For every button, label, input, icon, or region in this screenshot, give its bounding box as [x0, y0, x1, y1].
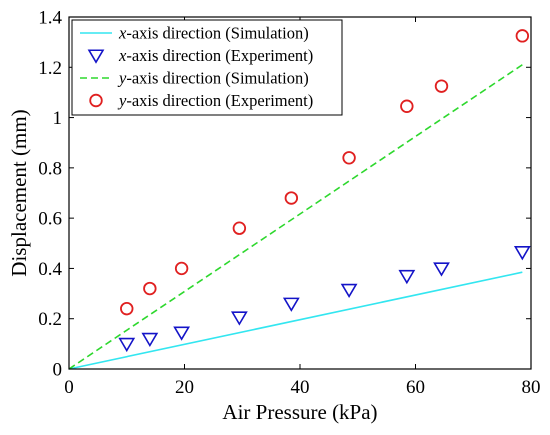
data-point-3 — [284, 191, 299, 205]
data-point-1 — [173, 326, 191, 341]
legend-entry-text: -axis direction (Simulation) — [126, 69, 308, 88]
data-point-3 — [143, 281, 157, 296]
legend-entry-var: y — [117, 69, 127, 88]
data-point-1 — [282, 297, 300, 312]
y-tick-label: 0.8 — [38, 158, 62, 179]
y-tick-label: 1.4 — [38, 8, 62, 29]
y-tick-label: 0.4 — [38, 259, 62, 280]
data-point-3 — [515, 29, 530, 43]
y-tick-label: 0.2 — [38, 309, 62, 330]
y-axis-label: Displacement (mm) — [7, 109, 31, 276]
x-tick-label: 20 — [175, 377, 194, 398]
legend-swatch-3 — [89, 93, 103, 108]
legend: x-axis direction (Simulation)x-axis dire… — [71, 19, 343, 116]
data-point-1 — [230, 311, 248, 326]
data-point-3 — [342, 151, 356, 165]
legend-entry-var: y — [117, 91, 127, 110]
legend-entry-var: x — [118, 46, 127, 65]
legend-entry-text: -axis direction (Simulation) — [126, 24, 308, 43]
x-tick-label: 40 — [291, 377, 310, 398]
y-tick-label: 1.2 — [38, 58, 62, 79]
legend-entry-0: x-axis direction (Simulation) — [118, 24, 309, 43]
legend-entry-2: y-axis direction (Simulation) — [117, 69, 309, 88]
legend-entry-text: -axis direction (Experiment) — [126, 46, 313, 65]
data-point-3 — [400, 99, 414, 113]
series-line-0 — [68, 271, 523, 370]
legend-entry-var: x — [118, 24, 127, 43]
data-point-3 — [120, 301, 134, 316]
legend-entry-1: x-axis direction (Experiment) — [118, 46, 313, 65]
data-point-1 — [141, 332, 159, 348]
data-point-3 — [174, 261, 189, 276]
x-tick-label: 60 — [406, 377, 425, 398]
legend-entry-text: -axis direction (Experiment) — [126, 91, 313, 110]
plot-marks — [68, 29, 531, 370]
legend-swatch-1 — [87, 49, 105, 64]
data-point-1 — [513, 246, 531, 261]
series-line-2 — [68, 64, 523, 370]
x-axis-label: Air Pressure (kPa) — [222, 400, 377, 424]
data-point-1 — [433, 262, 450, 277]
y-tick-label: 0 — [53, 360, 63, 381]
y-tick-label: 0.6 — [38, 209, 62, 230]
y-tick-label: 1 — [53, 108, 63, 129]
x-tick-label: 0 — [64, 377, 74, 398]
x-tick-label: 80 — [522, 377, 541, 398]
legend-box — [71, 19, 343, 116]
data-point-3 — [434, 79, 449, 93]
axis-ticks: 0 20 40 60 80 0 0.2 0.4 0.6 0.8 1 1.2 1.4 — [38, 8, 540, 399]
legend-entry-3: y-axis direction (Experiment) — [117, 91, 313, 110]
data-point-1 — [118, 337, 136, 353]
data-point-1 — [340, 283, 358, 299]
data-point-1 — [398, 269, 416, 285]
data-point-3 — [232, 221, 247, 235]
